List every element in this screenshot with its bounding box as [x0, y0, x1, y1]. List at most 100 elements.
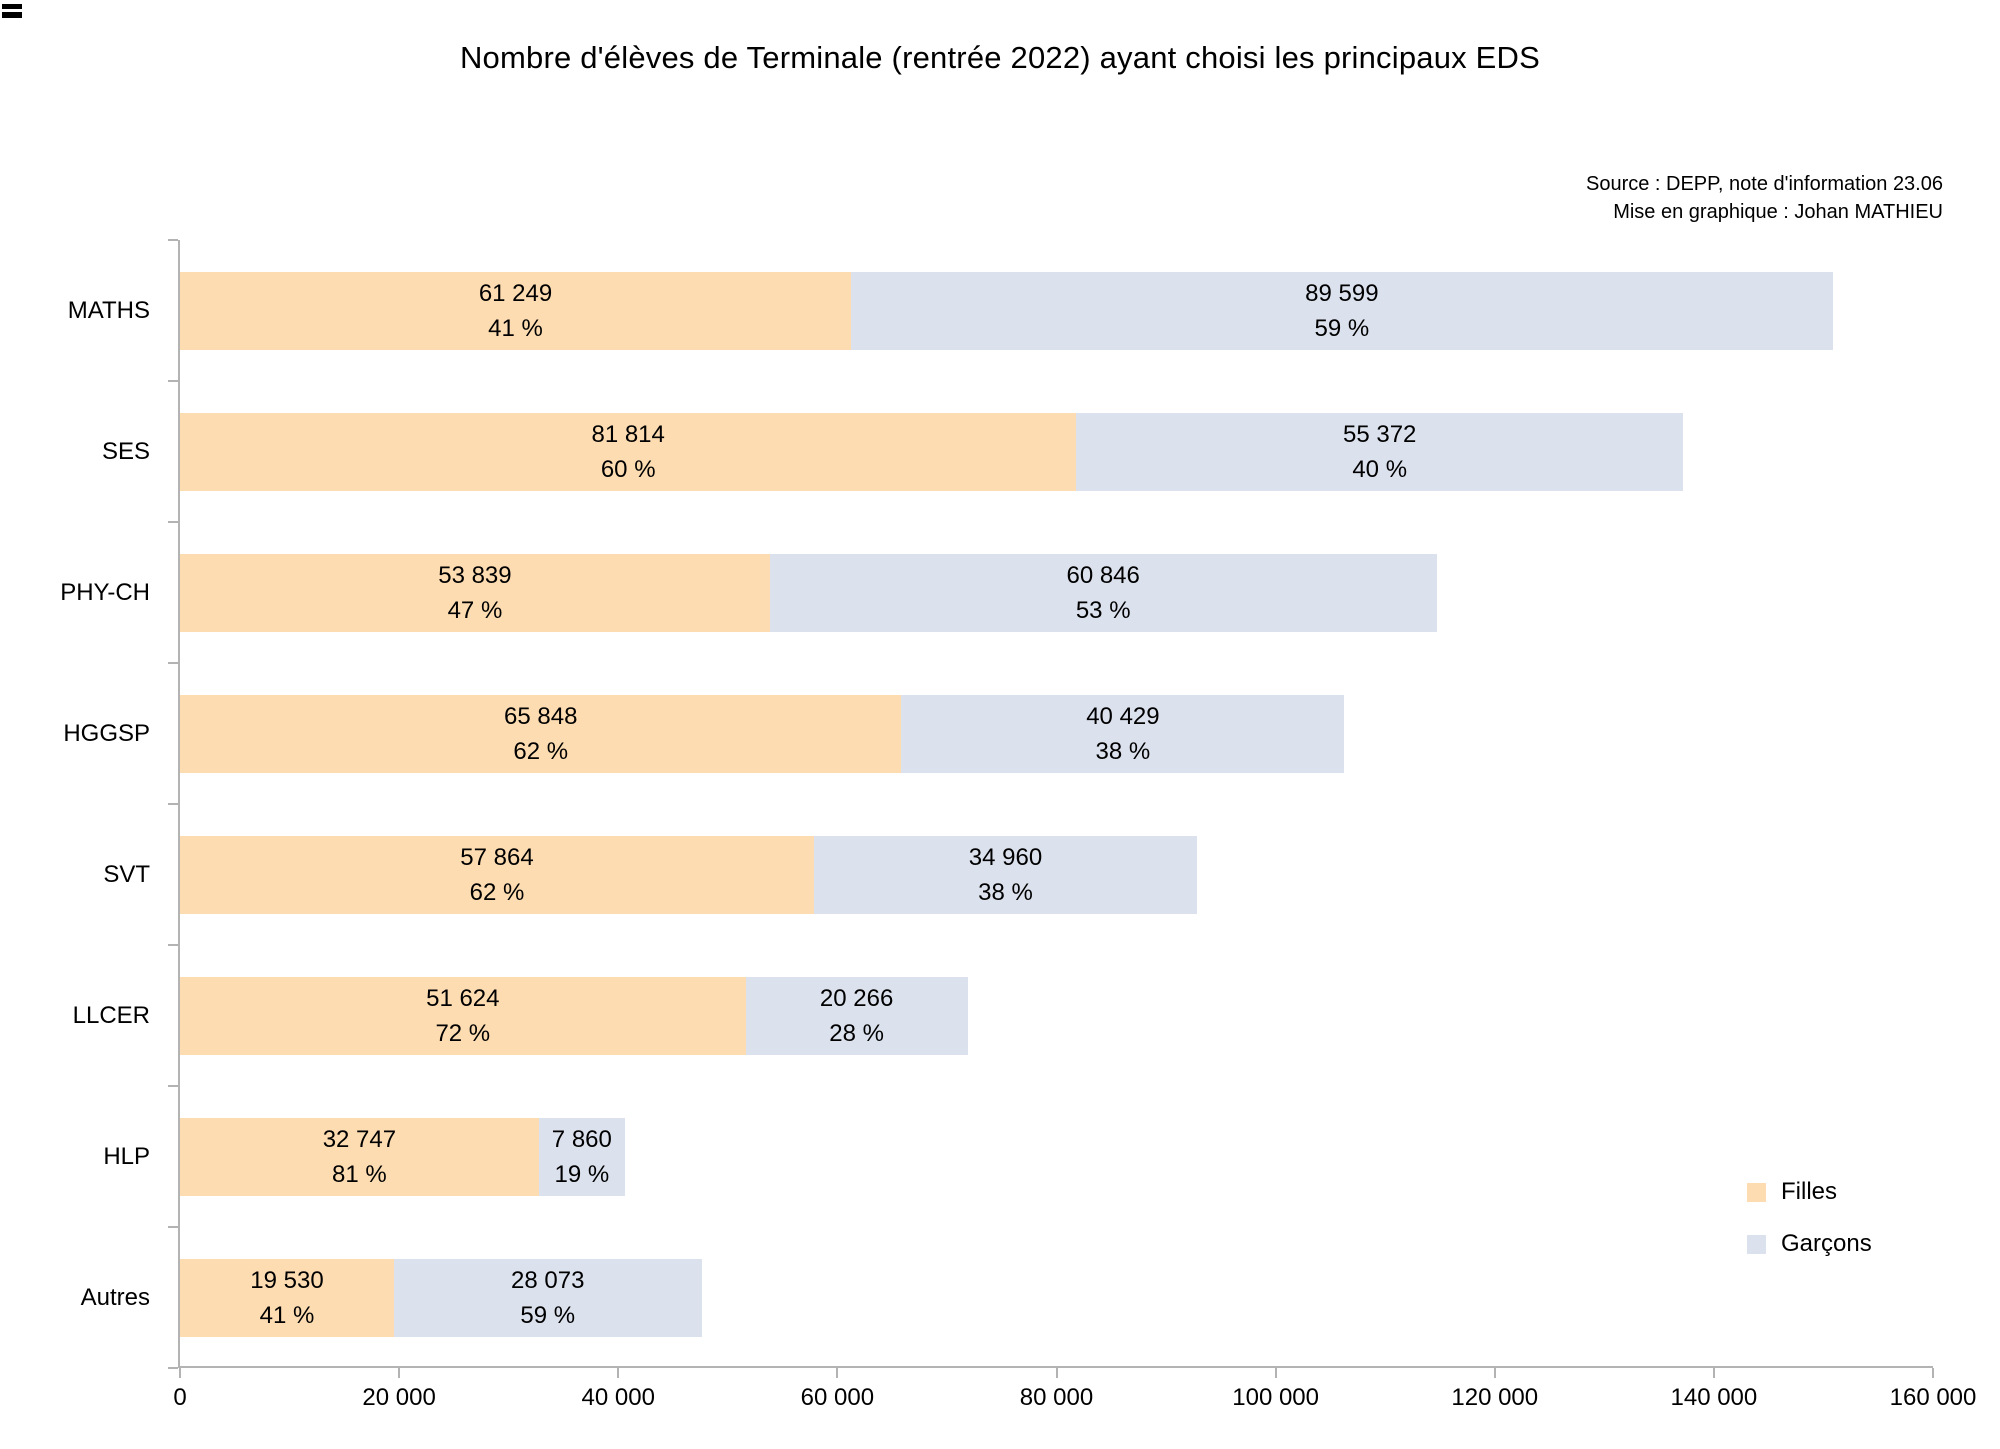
x-axis-tick	[617, 1368, 620, 1378]
bar-segment-filles: 61 249 41 %	[180, 271, 852, 350]
bar-segment-garcons: 60 846 53 %	[769, 553, 1437, 632]
segment-percent-label: 28 %	[829, 1019, 884, 1047]
x-axis-tick	[1493, 1368, 1496, 1378]
credit-line: Mise en graphique : Johan MATHIEU	[1613, 201, 1943, 223]
bar-row-svt: 57 864 62 % 34 960 38 %	[180, 804, 1933, 945]
x-axis-tick	[1712, 1368, 1715, 1378]
segment-value-label: 19 530	[250, 1266, 324, 1294]
bar-segment-garcons: 40 429 38 %	[901, 694, 1345, 773]
stacked-bar: 57 864 62 % 34 960 38 %	[180, 835, 1933, 914]
bar-row-llcer: 51 624 72 % 20 266 28 %	[180, 945, 1933, 1086]
bar-segment-garcons: 55 372 40 %	[1076, 412, 1684, 491]
bar-segment-garcons: 89 599 59 %	[851, 271, 1833, 350]
bar-row-ses: 81 814 60 % 55 372 40 %	[180, 381, 1933, 522]
segment-percent-label: 47 %	[447, 596, 503, 624]
segment-percent-label: 59 %	[520, 1301, 576, 1329]
stacked-bar: 61 249 41 % 89 599 59 %	[180, 271, 1933, 350]
y-axis-tick	[168, 1085, 178, 1087]
x-axis-tick-label: 120 000	[1451, 1384, 1539, 1411]
segment-value-label: 89 599	[1305, 279, 1379, 307]
y-axis-tick	[168, 662, 178, 664]
category-label-svt: SVT	[103, 860, 150, 888]
segment-percent-label: 60 %	[600, 455, 656, 483]
bar-row-maths: 61 249 41 % 89 599 59 %	[180, 240, 1933, 381]
bar-segment-filles: 81 814 60 %	[180, 412, 1077, 491]
category-label-maths: MATHS	[67, 296, 150, 324]
legend-item-filles: Filles	[1747, 1178, 1872, 1206]
x-axis-tick-label: 140 000	[1670, 1384, 1758, 1411]
segment-percent-label: 40 %	[1352, 455, 1408, 483]
stacked-bar: 51 624 72 % 20 266 28 %	[180, 976, 1933, 1055]
corner-mark-icon	[2, 4, 22, 18]
y-axis-tick	[168, 239, 178, 241]
segment-value-label: 81 814	[591, 420, 665, 448]
segment-percent-label: 38 %	[1095, 737, 1151, 765]
bar-segment-garcons: 7 860 19 %	[538, 1117, 625, 1196]
segment-value-label: 7 860	[551, 1125, 612, 1153]
segment-value-label: 40 429	[1086, 702, 1160, 730]
stacked-bar: 81 814 60 % 55 372 40 %	[180, 412, 1933, 491]
bar-segment-filles: 32 747 81 %	[180, 1117, 539, 1196]
segment-percent-label: 59 %	[1314, 314, 1370, 342]
bar-segment-filles: 57 864 62 %	[180, 835, 814, 914]
bar-segment-garcons: 28 073 59 %	[393, 1258, 702, 1337]
segment-value-label: 55 372	[1342, 420, 1417, 448]
x-axis-tick-label: 60 000	[800, 1384, 875, 1411]
segment-percent-label: 81 %	[332, 1160, 387, 1188]
stacked-bar: 19 530 41 % 28 073 59 %	[180, 1258, 1933, 1337]
bar-row-phy-ch: 53 839 47 % 60 846 53 %	[180, 522, 1933, 663]
x-axis-tick	[398, 1368, 401, 1378]
segment-value-label: 57 864	[460, 843, 534, 871]
plot-area: 61 249 41 % 89 599 59 % 81 814 60 % 55 372 40 %…	[168, 239, 1976, 1411]
segment-percent-label: 53 %	[1075, 596, 1131, 624]
y-axis-tick	[168, 380, 178, 382]
x-axis-tick	[1274, 1368, 1277, 1378]
bar-segment-filles: 65 848 62 %	[180, 694, 902, 773]
segment-value-label: 28 073	[511, 1266, 585, 1294]
stacked-bar: 65 848 62 % 40 429 38 %	[180, 694, 1933, 773]
legend-swatch-icon	[1747, 1182, 1766, 1202]
segment-value-label: 51 624	[426, 984, 500, 1012]
y-axis-tick	[168, 1226, 178, 1228]
segment-value-label: 61 249	[478, 279, 553, 307]
segment-value-label: 53 839	[438, 561, 512, 589]
bar-segment-filles: 19 530 41 %	[180, 1258, 394, 1337]
segment-percent-label: 38 %	[978, 878, 1033, 906]
x-axis-tick-label: 0	[173, 1384, 187, 1411]
segment-percent-label: 62 %	[469, 878, 525, 906]
bar-segment-filles: 51 624 72 %	[180, 976, 746, 1055]
source-block: Source : DEPP, note d'information 23.06 …	[1586, 170, 1943, 226]
segment-percent-label: 41 %	[488, 314, 543, 342]
x-axis-tick	[1055, 1368, 1058, 1378]
y-axis-tick	[168, 944, 178, 946]
bar-row-hlp: 32 747 81 % 7 860 19 %	[180, 1086, 1933, 1227]
x-axis-tick-label: 160 000	[1889, 1384, 1977, 1411]
category-label-hlp: HLP	[103, 1142, 150, 1170]
category-axis-labels: MATHS SES PHY-CH HGGSP SVT LLCER HLP Autres	[0, 240, 164, 1368]
segment-value-label: 60 846	[1066, 561, 1140, 589]
y-axis-tick	[168, 1367, 178, 1369]
legend-label: Filles	[1781, 1178, 1838, 1205]
y-axis-tick	[168, 521, 178, 523]
legend-label: Garçons	[1781, 1230, 1872, 1257]
bar-segment-filles: 53 839 47 %	[180, 553, 770, 632]
legend: Filles Garçons	[1747, 1178, 1872, 1282]
legend-swatch-icon	[1747, 1234, 1766, 1254]
category-label-phy-ch: PHY-CH	[60, 578, 150, 606]
chart-title: Nombre d'élèves de Terminale (rentrée 20…	[459, 40, 1541, 75]
bar-row-autres: 19 530 41 % 28 073 59 %	[180, 1227, 1933, 1368]
bar-segment-garcons: 20 266 28 %	[745, 976, 968, 1055]
source-line: Source : DEPP, note d'information 23.06	[1585, 173, 1943, 195]
segment-value-label: 32 747	[322, 1125, 397, 1153]
x-axis-tick-label: 40 000	[581, 1384, 655, 1411]
y-axis-tick	[168, 803, 178, 805]
segment-percent-label: 41 %	[259, 1301, 315, 1329]
segment-percent-label: 19 %	[554, 1160, 610, 1188]
segment-percent-label: 62 %	[513, 737, 569, 765]
segment-value-label: 65 848	[504, 702, 578, 730]
category-label-ses: SES	[101, 437, 150, 465]
stacked-bar: 53 839 47 % 60 846 53 %	[180, 553, 1933, 632]
segment-percent-label: 72 %	[435, 1019, 491, 1047]
x-axis-tick-label: 100 000	[1232, 1384, 1320, 1411]
